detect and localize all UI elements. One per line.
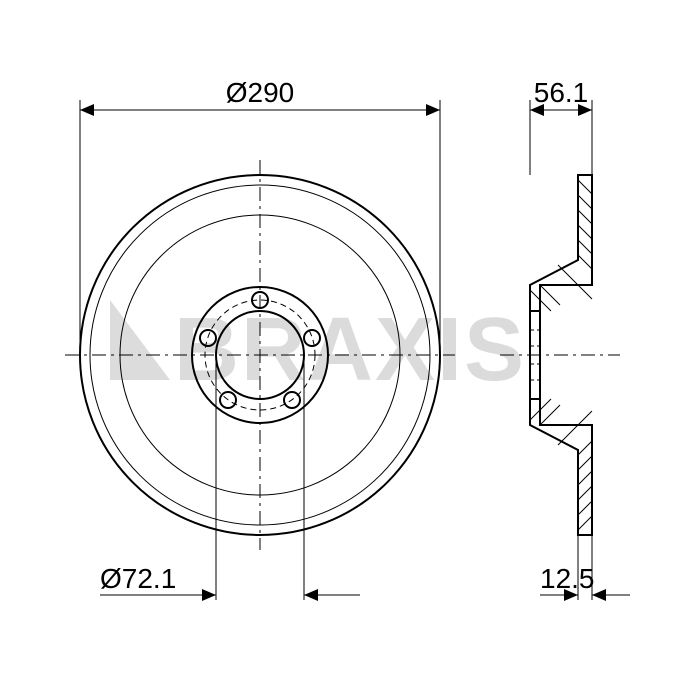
svg-text:12.5: 12.5 [540, 563, 595, 594]
dim-disc-thickness: 12.5 [540, 535, 630, 601]
watermark: BRAXIS [110, 300, 526, 400]
svg-text:56.1: 56.1 [534, 77, 589, 108]
svg-text:Ø72.1: Ø72.1 [100, 563, 176, 594]
front-view [65, 160, 455, 550]
svg-text:Ø290: Ø290 [226, 77, 295, 108]
dim-overall-width: 56.1 [530, 77, 592, 175]
